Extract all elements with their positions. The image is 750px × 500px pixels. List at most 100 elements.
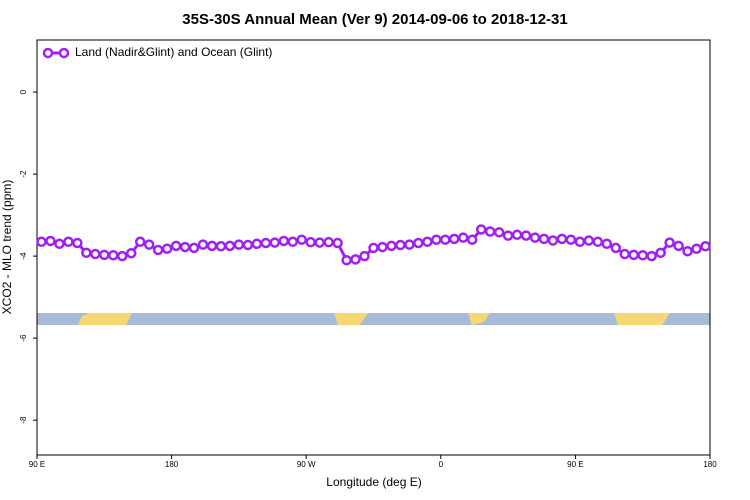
data-point xyxy=(278,235,290,247)
data-point xyxy=(520,230,532,241)
data-point xyxy=(440,234,451,245)
legend-marker xyxy=(58,47,70,59)
data-point xyxy=(574,236,586,248)
land-patch xyxy=(614,313,670,325)
data-point xyxy=(556,233,568,245)
data-point xyxy=(637,250,648,261)
data-point xyxy=(233,239,245,250)
data-point xyxy=(368,242,379,254)
land-ocean-strip xyxy=(37,313,710,325)
x-axis-label: Longitude (deg E) xyxy=(326,475,421,489)
y-tick-label: -8 xyxy=(19,416,28,424)
data-point xyxy=(538,233,550,245)
data-point xyxy=(646,250,657,262)
y-tick-label: -2 xyxy=(19,170,28,178)
data-point xyxy=(332,237,343,249)
data-point xyxy=(179,241,191,253)
land-patch xyxy=(78,313,132,325)
data-point xyxy=(493,227,505,238)
x-tick-label: 180 xyxy=(165,460,179,469)
data-point xyxy=(431,234,442,245)
data-point xyxy=(161,243,173,254)
data-point xyxy=(350,254,361,265)
data-point xyxy=(547,235,559,246)
data-point xyxy=(134,236,146,248)
data-point xyxy=(188,242,200,254)
data-point xyxy=(565,234,577,245)
data-point xyxy=(484,226,496,237)
data-point xyxy=(583,235,595,246)
data-point xyxy=(54,238,65,250)
data-point xyxy=(152,244,164,256)
data-point xyxy=(359,250,370,262)
x-tick-label: 0 xyxy=(439,460,444,469)
data-point xyxy=(206,240,218,252)
y-tick-label: -6 xyxy=(19,334,28,342)
data-point xyxy=(108,250,119,261)
data-point xyxy=(90,248,101,260)
y-tick-label: 0 xyxy=(19,89,28,94)
data-point xyxy=(323,236,334,248)
data-point xyxy=(502,230,514,241)
data-point xyxy=(413,237,424,249)
data-point xyxy=(511,229,523,241)
legend-label: Land (Nadir&Glint) and Ocean (Glint) xyxy=(75,45,272,59)
data-point xyxy=(466,234,478,245)
data-point xyxy=(287,236,298,248)
data-point xyxy=(655,247,666,259)
data-point xyxy=(610,242,622,254)
x-tick-label: 90 W xyxy=(297,460,316,469)
data-point xyxy=(529,232,541,243)
data-point xyxy=(449,233,460,245)
data-point xyxy=(269,237,281,248)
y-tick-label: -4 xyxy=(19,252,28,260)
data-point xyxy=(386,240,397,252)
data-point xyxy=(619,248,631,260)
data-point xyxy=(197,239,209,250)
data-point xyxy=(125,247,137,259)
data-point xyxy=(664,237,675,248)
data-point xyxy=(116,250,128,262)
data-point xyxy=(143,239,155,250)
x-tick-label: 180 xyxy=(703,460,717,469)
data-point xyxy=(224,240,236,252)
data-point xyxy=(170,240,182,252)
data-point xyxy=(36,236,47,248)
data-point xyxy=(260,237,272,249)
land-patch xyxy=(468,313,490,325)
data-point xyxy=(305,236,316,248)
data-point xyxy=(700,241,711,252)
data-point xyxy=(682,245,693,257)
data-point xyxy=(63,236,74,248)
data-point xyxy=(242,239,254,251)
data-point xyxy=(457,232,469,243)
x-tick-label: 90 E xyxy=(567,460,583,469)
data-point xyxy=(404,239,415,250)
data-point xyxy=(215,241,227,252)
y-axis-label: XCO2 - MLO trend (ppm) xyxy=(0,180,14,315)
x-tick-label: 90 E xyxy=(29,460,45,469)
data-point xyxy=(592,236,604,248)
land-patch xyxy=(334,313,368,325)
data-point xyxy=(601,238,613,250)
data-point xyxy=(673,240,684,252)
data-point xyxy=(395,239,406,251)
data-point xyxy=(341,254,352,266)
data-point xyxy=(628,249,639,261)
data-point xyxy=(45,235,56,247)
chart-title: 35S-30S Annual Mean (Ver 9) 2014-09-06 t… xyxy=(182,11,567,28)
ocean-band xyxy=(37,313,710,325)
data-point xyxy=(81,247,92,259)
data-point xyxy=(691,243,702,254)
data-point xyxy=(377,241,388,253)
data-point xyxy=(296,234,307,245)
data-point xyxy=(314,237,325,248)
data-point xyxy=(251,238,263,250)
data-point xyxy=(99,249,110,261)
legend-marker xyxy=(42,47,54,59)
data-point xyxy=(72,237,83,249)
data-point xyxy=(422,236,433,248)
data-point xyxy=(475,224,487,235)
